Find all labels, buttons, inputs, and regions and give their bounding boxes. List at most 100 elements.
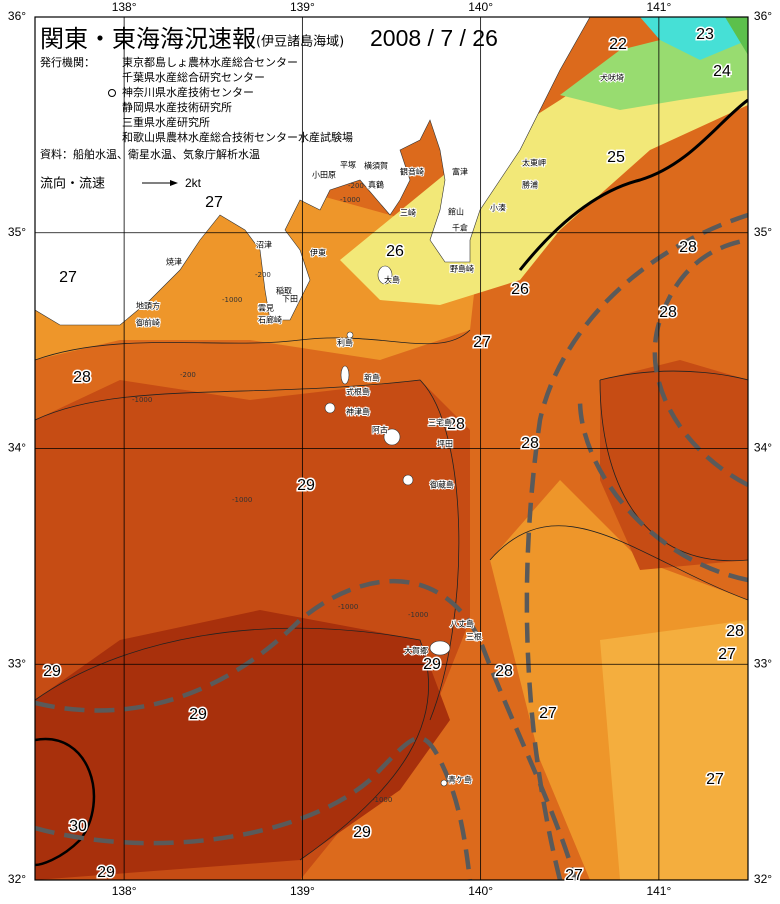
island [440, 779, 448, 787]
map-frame [34, 16, 749, 881]
place-name: 坪田 [437, 440, 453, 449]
lat-label: 33° [754, 656, 772, 670]
place-name: 御蔵島 [430, 480, 454, 490]
place-name: 館山 [448, 207, 464, 217]
kuroshio-path [35, 736, 473, 880]
isotherm-label: 28 [495, 663, 513, 680]
lat-label: 36° [754, 9, 772, 23]
kuroshio-path [35, 579, 578, 880]
isotherm [599, 370, 748, 562]
isotherm-label: 25 [607, 149, 625, 166]
land [35, 17, 591, 326]
legend-label: 流向・流速 [40, 176, 105, 192]
place-name: 雲見 [258, 304, 274, 313]
place-name: 沼津 [256, 240, 272, 250]
isotherm-label: 29 [297, 477, 315, 494]
legend-scale: 2kt [185, 176, 202, 190]
isotherm-label: 30 [69, 818, 87, 835]
sea-temperature-map [35, 17, 748, 880]
place-name: 三崎 [400, 208, 416, 218]
isotherm-label: 29 [353, 824, 371, 841]
kuroshio-path [577, 399, 748, 583]
lat-label: 36° [8, 9, 26, 23]
source: 資料：船舶水温、衛星水温、気象庁解析水温 [40, 147, 260, 161]
place-name: 焼津 [166, 257, 182, 267]
isotherm-label: 27 [205, 194, 223, 211]
lat-label: 34° [754, 441, 772, 455]
isotherm-label: 27 [473, 334, 491, 351]
place-name: 平塚 [340, 161, 356, 170]
isotherm [35, 627, 429, 861]
depth-label: -1000 [232, 496, 252, 504]
isotherm-label: 27 [539, 705, 557, 722]
place-name: 小湊 [490, 203, 506, 213]
place-name: 三根 [466, 632, 482, 642]
place-name: 千倉 [452, 223, 468, 233]
place-name: 下田 [282, 295, 298, 304]
place-name: 地頭方 [136, 301, 160, 311]
depth-label: -1000 [408, 611, 428, 619]
place-name: 野島崎 [450, 264, 474, 274]
isotherm-label: 27 [565, 867, 583, 884]
lon-label: 140° [468, 884, 493, 898]
isotherm-label: 22 [609, 36, 627, 53]
depth-label: -1000 [372, 796, 392, 804]
place-name: 大賀郷 [404, 646, 428, 656]
isotherm-label: 29 [423, 656, 441, 673]
isotherm-label: 29 [97, 864, 115, 881]
island [324, 402, 336, 414]
place-name: 石廊崎 [258, 315, 282, 325]
issuer: 和歌山県農林水産総合技術センター水産試験場 [122, 130, 353, 144]
lat-label: 33° [8, 656, 26, 670]
place-name: 神津島 [346, 407, 370, 417]
depth-label: -1000 [132, 396, 152, 404]
isotherm-label: 28 [726, 623, 744, 640]
lon-label: 141° [646, 0, 671, 14]
island [340, 365, 350, 385]
place-name: 阿古 [372, 425, 388, 435]
issuer: 神奈川県水産技術センター [122, 85, 254, 99]
isotherm-label: 29 [189, 706, 207, 723]
place-name: 勝浦 [522, 180, 538, 190]
isotherm-label: 28 [659, 304, 677, 321]
lon-label: 141° [646, 884, 671, 898]
islands [324, 265, 451, 787]
lon-label: 138° [112, 884, 137, 898]
lat-label: 35° [8, 225, 26, 239]
place-name: 利島 [337, 338, 353, 348]
lon-label: 139° [290, 0, 315, 14]
isotherm-label: 27 [706, 771, 724, 788]
zone-23 [725, 17, 748, 55]
issuer: 千葉県水産総合研究センター [122, 70, 265, 84]
isotherm [35, 329, 471, 361]
isotherm-label: 27 [718, 646, 736, 663]
place-name: 御前崎 [136, 318, 160, 328]
labels: 東京都島しょ農林水産総合センター千葉県水産総合研究センター神奈川県水産技術センタ… [8, 0, 772, 898]
isotherm-30 [35, 737, 96, 867]
subtitle: (伊豆諸島海域) [256, 34, 344, 50]
isotherms [35, 329, 748, 861]
isotherm-label: 23 [696, 26, 714, 43]
lon-label: 138° [112, 0, 137, 14]
isotherm-label: 28 [521, 435, 539, 452]
place-name: 八丈島 [450, 619, 474, 629]
place-name: 富津 [452, 167, 468, 177]
issuer: 静岡県水産技術研究所 [122, 100, 232, 114]
isotherm-label: 29 [43, 663, 61, 680]
issuer: 東京都島しょ農林水産総合センター [122, 55, 298, 69]
place-name: 稲取 [276, 286, 292, 296]
lon-label: 139° [290, 884, 315, 898]
front-line [518, 98, 748, 271]
place-name: 犬吠埼 [600, 73, 624, 83]
isotherm [489, 525, 748, 601]
lat-label: 35° [754, 225, 772, 239]
island [377, 265, 393, 285]
island [346, 331, 354, 339]
lat-label: 32° [8, 872, 26, 886]
isotherm-label: 28 [447, 416, 465, 433]
isotherm-label: 26 [511, 281, 529, 298]
place-name: 三宅島 [428, 418, 452, 428]
issuer: 三重県水産研究所 [122, 115, 210, 129]
issuers-label: 発行機関： [40, 55, 95, 69]
